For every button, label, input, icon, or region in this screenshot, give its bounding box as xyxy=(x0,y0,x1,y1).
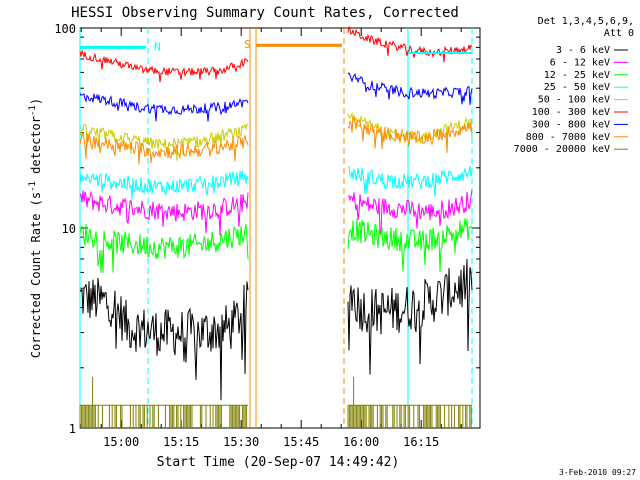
y-label-main: Corrected Count Rate (s xyxy=(29,192,43,358)
legend-entry-label: 100 - 300 keV xyxy=(532,107,610,118)
legend-entry-label: 300 - 800 keV xyxy=(532,119,610,130)
series-line xyxy=(347,258,473,375)
plot-frame xyxy=(79,27,481,429)
x-tick-label: 15:00 xyxy=(103,435,139,449)
y-label-sup2: -1 xyxy=(28,105,38,116)
annotation-label: N xyxy=(154,40,161,53)
x-tick-labels: 15:00 15:15 15:30 15:45 16:00 16:15 xyxy=(103,435,439,449)
legend-entry-label: 12 - 25 keV xyxy=(544,70,610,81)
x-tick-label: 15:30 xyxy=(223,435,259,449)
y-axis-label: Corrected Count Rate (s-1 detector-1) xyxy=(28,98,43,358)
series-line xyxy=(347,376,472,428)
series-line xyxy=(79,123,249,161)
x-tick-label: 16:00 xyxy=(343,435,379,449)
series-line xyxy=(79,190,249,236)
time-markers xyxy=(79,28,473,428)
x-tick-label: 15:15 xyxy=(163,435,199,449)
annotation-label: S xyxy=(244,38,251,51)
series-line xyxy=(347,189,473,235)
y-label-end: ) xyxy=(29,98,43,105)
y-label-mid: detector xyxy=(29,116,43,181)
legend-entry-label: 50 - 100 keV xyxy=(538,95,610,106)
footer-date: 3-Feb-2010 09:27 xyxy=(559,468,636,477)
legend-entry-label: 3 - 6 keV xyxy=(556,45,610,56)
series-line xyxy=(79,49,249,83)
axis-ticks xyxy=(80,28,480,429)
y-label-sup1: -1 xyxy=(28,181,38,192)
series-line xyxy=(79,132,249,165)
y-tick-labels: 1 10 100 xyxy=(54,22,76,436)
x-tick-label: 16:15 xyxy=(403,435,439,449)
x-axis-label: Start Time (20-Sep-07 14:49:42) xyxy=(157,455,400,470)
y-tick-label: 100 xyxy=(54,22,76,36)
series-line xyxy=(347,116,473,153)
series-line xyxy=(79,376,248,428)
legend-header: Det 1,3,4,5,6,9, xyxy=(538,16,634,27)
x-tick-label: 15:45 xyxy=(283,435,319,449)
legend-entry-label: 7000 - 20000 keV xyxy=(514,144,610,155)
legend-entry-label: 800 - 7000 keV xyxy=(526,132,610,143)
legend-entry-label: 6 - 12 keV xyxy=(550,57,610,68)
series-line xyxy=(347,218,473,272)
series-line xyxy=(347,26,473,63)
series-line xyxy=(347,165,473,197)
series-group xyxy=(79,26,473,428)
y-tick-label: 1 xyxy=(69,422,76,436)
series-line xyxy=(79,223,249,273)
legend-header: Att 0 xyxy=(604,28,634,39)
series-line xyxy=(79,170,249,200)
series-line xyxy=(79,277,249,401)
series-line xyxy=(79,92,249,122)
chart-title: HESSI Observing Summary Count Rates, Cor… xyxy=(71,5,459,21)
y-tick-label: 10 xyxy=(62,222,76,236)
series-line xyxy=(347,72,473,105)
legend-entry-label: 25 - 50 keV xyxy=(544,82,610,93)
